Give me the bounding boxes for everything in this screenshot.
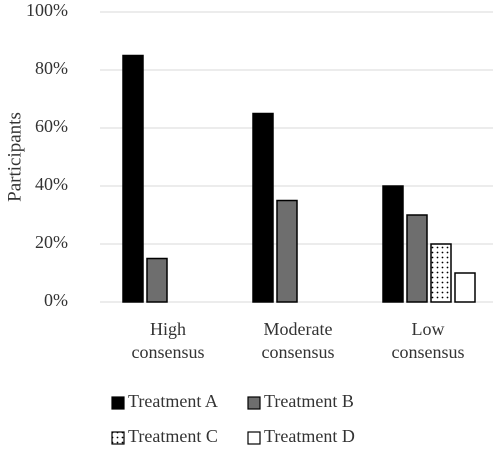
legend-swatch — [247, 431, 261, 445]
bar — [406, 214, 428, 303]
y-tick-label: 0% — [44, 290, 68, 310]
y-tick-label: 40% — [35, 174, 68, 194]
x-tick-label: Moderate consensus — [261, 319, 335, 362]
bar — [276, 199, 298, 303]
bar — [430, 243, 452, 303]
y-axis-title: Participants — [4, 112, 25, 202]
bar — [252, 112, 274, 303]
y-tick-label: 20% — [35, 232, 68, 252]
y-tick-label: 80% — [35, 58, 68, 78]
y-tick-label: 60% — [35, 116, 68, 136]
legend-swatch — [111, 396, 125, 410]
x-tick-label: High consensus — [131, 319, 205, 362]
bar — [146, 257, 168, 303]
legend-label: Treatment C — [128, 426, 218, 446]
y-tick-label: 100% — [26, 0, 68, 20]
bar — [122, 54, 144, 303]
legend-swatch — [111, 431, 125, 445]
bar — [382, 185, 404, 303]
x-tick-label: Low consensus — [391, 319, 465, 362]
legend-swatch — [247, 396, 261, 410]
legend-label: Treatment B — [264, 391, 354, 411]
legend-label: Treatment A — [128, 391, 218, 411]
legend-label: Treatment D — [264, 426, 355, 446]
bar — [454, 272, 476, 303]
